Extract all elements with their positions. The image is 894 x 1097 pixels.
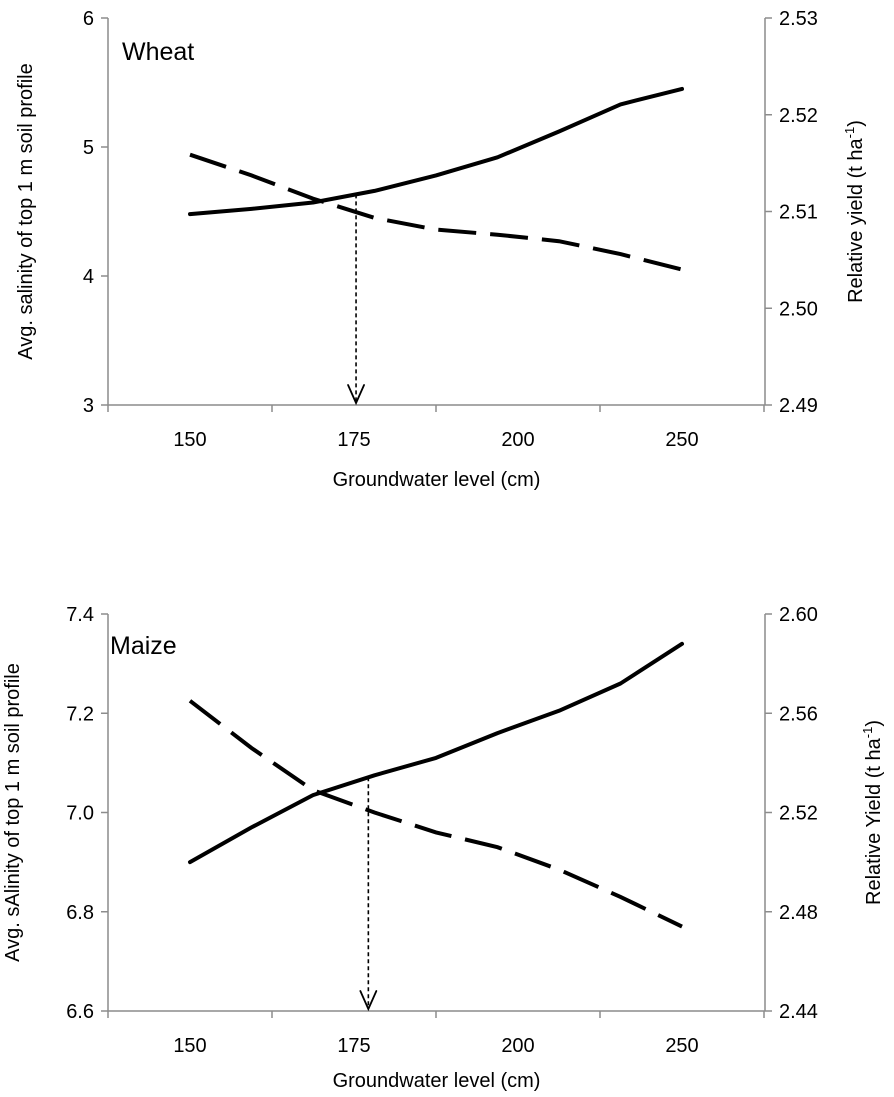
y-tick-label: 7.4 (66, 604, 94, 626)
x-tick-label: 175 (337, 1035, 370, 1057)
y-axis-title: Avg. sAlinity of top 1 m soil profile (2, 663, 24, 962)
y-tick-label: 7.2 (66, 703, 94, 725)
y2-tick-label: 2.48 (779, 902, 818, 924)
y-tick-label: 4 (83, 266, 94, 288)
chart-panel-2: 6.6 6.8 7.0 7.2 7.4 2.44 2.48 2.52 2.56 2.60 150 17… (2, 604, 885, 1092)
panel-label: Maize (110, 632, 177, 660)
x-tick-label: 250 (665, 429, 698, 451)
series-line-solid (188, 86, 684, 217)
y2-tick-label: 2.49 (779, 395, 818, 417)
x-tick-label: 250 (665, 1035, 698, 1057)
y-tick-label: 5 (83, 137, 94, 159)
y-tick-label: 7.0 (66, 803, 94, 825)
x-tick-label: 200 (501, 1035, 534, 1057)
y2-tick-label: 2.52 (779, 803, 818, 825)
y2-tick-label: 2.51 (779, 202, 818, 224)
x-axis-title: Groundwater level (cm) (333, 469, 541, 491)
y-tick-label: 6.6 (66, 1001, 94, 1023)
x-tick-label: 150 (173, 429, 206, 451)
y-tick-label: 6 (83, 8, 94, 30)
y2-tick-label: 2.60 (779, 604, 818, 626)
y2-tick-label: 2.56 (779, 703, 818, 725)
y2-tick-label: 2.50 (779, 298, 818, 320)
y2-axis-title: Relative Yield (t ha-1) (860, 720, 885, 905)
series-line-solid (188, 641, 684, 865)
series-line-dashed (189, 152, 683, 272)
x-axis-title: Groundwater level (cm) (333, 1070, 541, 1092)
x-tick-label: 200 (501, 429, 534, 451)
chart-panel-1: 3 4 5 6 2.49 2.50 2.51 2.52 2.53 150 175 200 250 Whea… (15, 8, 867, 491)
x-tick-label: 175 (337, 429, 370, 451)
y2-tick-label: 2.44 (779, 1001, 818, 1023)
y2-axis-title: Relative yield (t ha-1) (842, 120, 867, 303)
y2-tick-label: 2.53 (779, 8, 818, 30)
arrow-down-icon (359, 990, 378, 1012)
y-tick-label: 6.8 (66, 902, 94, 924)
y2-tick-label: 2.52 (779, 105, 818, 127)
x-tick-label: 150 (173, 1035, 206, 1057)
panel-label: Wheat (122, 38, 194, 66)
y-axis-title: Avg. salinity of top 1 m soil profile (15, 63, 37, 359)
series-line-dashed (188, 699, 683, 929)
arrow-down-icon (347, 384, 365, 406)
y-tick-label: 3 (83, 395, 94, 417)
